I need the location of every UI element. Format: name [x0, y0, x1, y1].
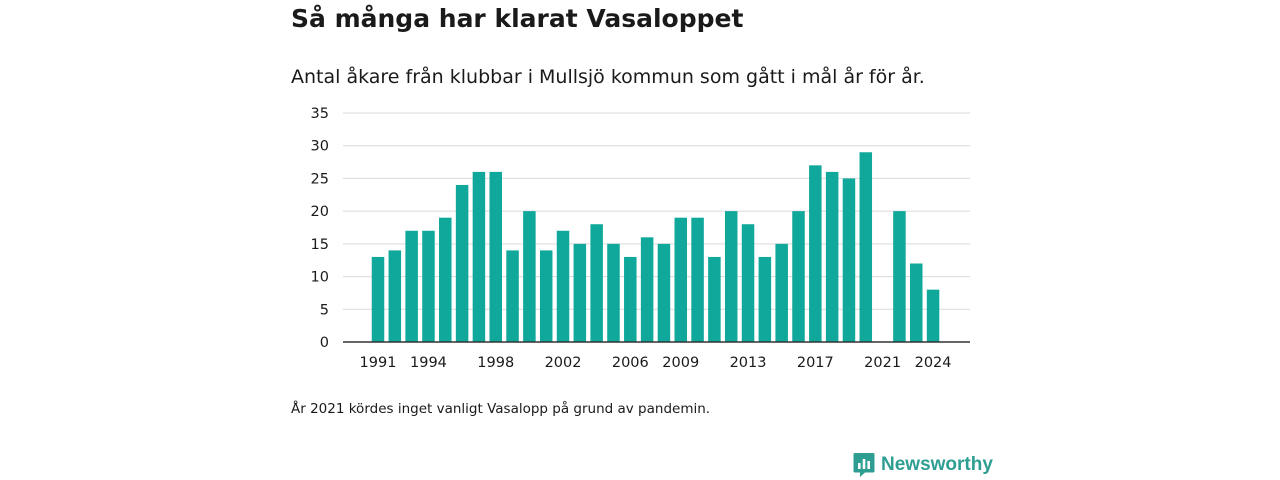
bar-2010[interactable]: [691, 217, 704, 342]
bar-2009[interactable]: [674, 217, 688, 342]
bar-2019[interactable]: [842, 178, 856, 342]
bar-2006[interactable]: [624, 256, 637, 342]
chart-subtitle: Antal åkare från klubbar i Mullsjö kommu…: [291, 66, 925, 88]
bar-1995[interactable]: [439, 217, 452, 342]
bars: [371, 152, 940, 342]
brand-logo[interactable]: Newsworthy: [853, 452, 993, 478]
bar-1991[interactable]: [371, 256, 385, 342]
brand-name: Newsworthy: [881, 454, 993, 475]
footnote: År 2021 kördes inget vanligt Vasalopp på…: [291, 401, 711, 417]
bar-2014[interactable]: [758, 256, 772, 342]
bar-2004[interactable]: [590, 224, 603, 342]
bar-chart: 0 5 10 15 20 25 30 35 1991 1994 1998 2002 2006 2009 2…: [311, 106, 970, 371]
bar-2000[interactable]: [523, 211, 536, 342]
bar-1993[interactable]: [405, 230, 418, 342]
bar-1996[interactable]: [455, 184, 469, 342]
bar-2005[interactable]: [607, 243, 620, 342]
y-axis-ticks: 0 5 10 15 20 25 30 35: [311, 106, 329, 351]
x-tick-label: 1994: [410, 355, 447, 371]
x-tick-label: 1991: [360, 355, 397, 371]
x-tick-label: 2017: [797, 355, 834, 371]
bar-2016[interactable]: [792, 211, 805, 342]
bar-2013[interactable]: [741, 224, 755, 342]
bar-2012[interactable]: [724, 211, 738, 342]
bar-2023[interactable]: [909, 263, 923, 342]
y-tick-label: 15: [311, 237, 329, 253]
bar-2015[interactable]: [775, 243, 788, 342]
y-tick-label: 0: [320, 335, 329, 351]
bar-1994[interactable]: [422, 230, 435, 342]
bar-2003[interactable]: [573, 243, 587, 342]
bar-2017[interactable]: [809, 165, 822, 342]
x-tick-label: 2009: [662, 355, 699, 371]
bar-2018[interactable]: [825, 171, 839, 342]
y-tick-label: 10: [311, 270, 329, 286]
chart-title: Så många har klarat Vasaloppet: [291, 4, 744, 33]
bar-1999[interactable]: [506, 250, 519, 342]
x-tick-label: 2024: [915, 355, 952, 371]
bar-2002[interactable]: [556, 230, 570, 342]
y-tick-label: 5: [320, 302, 329, 318]
x-tick-label: 1998: [477, 355, 514, 371]
bar-1998[interactable]: [489, 171, 502, 342]
x-tick-label: 2006: [612, 355, 649, 371]
x-tick-label: 2002: [545, 355, 582, 371]
bar-2001[interactable]: [539, 250, 553, 342]
x-axis-ticks: 1991 1994 1998 2002 2006 2009 2013 2017 2021 2024: [360, 355, 952, 371]
y-tick-label: 35: [311, 106, 329, 122]
bar-2008[interactable]: [657, 243, 671, 342]
gridlines: [343, 112, 970, 310]
y-tick-label: 20: [311, 204, 329, 220]
bar-2020[interactable]: [859, 152, 873, 342]
bar-2022[interactable]: [893, 211, 906, 342]
bar-2024[interactable]: [926, 289, 940, 342]
x-tick-label: 2021: [864, 355, 901, 371]
y-tick-label: 25: [311, 171, 329, 187]
bar-2007[interactable]: [640, 237, 654, 342]
newsworthy-logo-icon: [853, 453, 875, 477]
bar-2011[interactable]: [708, 256, 721, 342]
x-tick-label: 2013: [730, 355, 767, 371]
y-tick-label: 30: [311, 139, 329, 155]
bar-1992[interactable]: [388, 250, 402, 342]
bar-1997[interactable]: [472, 171, 486, 342]
